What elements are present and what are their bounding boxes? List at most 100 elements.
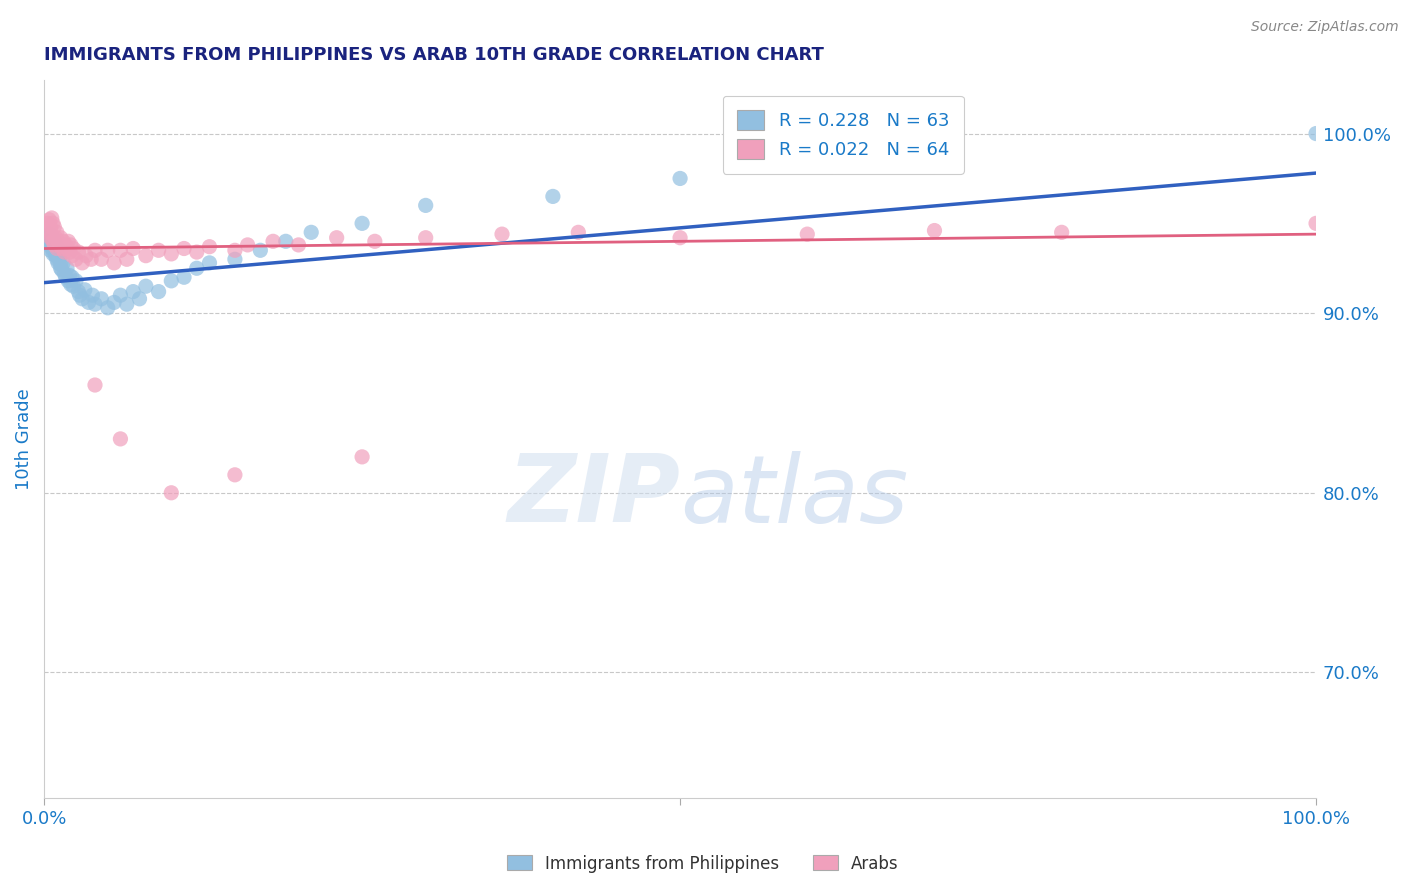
- Point: [39, 231, 62, 245]
- Point: [198, 240, 221, 254]
- Point: [135, 279, 157, 293]
- Point: [55, 270, 77, 285]
- Point: [51, 242, 73, 256]
- Point: [38, 238, 60, 252]
- Point: [45, 242, 67, 256]
- Point: [84, 244, 107, 258]
- Point: [186, 245, 208, 260]
- Point: [75, 249, 97, 263]
- Point: [56, 242, 79, 256]
- Point: [173, 242, 195, 256]
- Point: [41, 211, 63, 225]
- Point: [352, 450, 374, 464]
- Point: [35, 235, 58, 249]
- Point: [115, 252, 138, 267]
- Point: [924, 153, 946, 168]
- Legend: R = 0.228   N = 63, R = 0.022   N = 64: R = 0.228 N = 63, R = 0.022 N = 64: [723, 95, 963, 174]
- Point: [52, 256, 75, 270]
- Point: [65, 252, 87, 267]
- Point: [52, 235, 75, 249]
- Text: IMMIGRANTS FROM PHILIPPINES VS ARAB 10TH GRADE CORRELATION CHART: IMMIGRANTS FROM PHILIPPINES VS ARAB 10TH…: [44, 46, 824, 64]
- Point: [49, 261, 72, 276]
- Point: [44, 235, 66, 249]
- Point: [59, 277, 82, 292]
- Point: [62, 279, 84, 293]
- Point: [56, 261, 79, 276]
- Point: [49, 231, 72, 245]
- Point: [60, 270, 83, 285]
- Point: [90, 292, 112, 306]
- Point: [44, 238, 66, 252]
- Point: [796, 227, 818, 241]
- Point: [42, 247, 65, 261]
- Point: [51, 263, 73, 277]
- Point: [262, 235, 284, 249]
- Point: [236, 238, 259, 252]
- Point: [45, 225, 67, 239]
- Point: [49, 258, 72, 272]
- Point: [59, 238, 82, 252]
- Point: [38, 227, 60, 241]
- Point: [53, 245, 76, 260]
- Point: [274, 235, 297, 249]
- Point: [45, 247, 67, 261]
- Point: [160, 274, 183, 288]
- Point: [37, 216, 59, 230]
- Point: [41, 242, 63, 256]
- Point: [46, 235, 69, 249]
- Point: [65, 274, 87, 288]
- Point: [173, 270, 195, 285]
- Point: [103, 256, 125, 270]
- Point: [48, 238, 70, 252]
- Point: [45, 252, 67, 267]
- Point: [148, 244, 170, 258]
- Point: [45, 244, 67, 258]
- Point: [299, 225, 322, 239]
- Point: [44, 242, 66, 256]
- Point: [128, 292, 150, 306]
- Point: [41, 228, 63, 243]
- Point: [148, 285, 170, 299]
- Point: [122, 242, 145, 256]
- Point: [42, 216, 65, 230]
- Point: [39, 219, 62, 234]
- Point: [97, 244, 120, 258]
- Legend: Immigrants from Philippines, Arabs: Immigrants from Philippines, Arabs: [501, 848, 905, 880]
- Point: [73, 283, 96, 297]
- Text: atlas: atlas: [681, 450, 908, 541]
- Point: [84, 297, 107, 311]
- Point: [42, 238, 65, 252]
- Point: [160, 485, 183, 500]
- Point: [46, 256, 69, 270]
- Point: [67, 245, 90, 260]
- Point: [198, 256, 221, 270]
- Point: [37, 231, 59, 245]
- Point: [135, 249, 157, 263]
- Point: [48, 252, 70, 267]
- Point: [53, 267, 76, 281]
- Point: [669, 231, 692, 245]
- Point: [924, 223, 946, 237]
- Point: [39, 233, 62, 247]
- Point: [46, 249, 69, 263]
- Point: [82, 288, 104, 302]
- Point: [41, 227, 63, 241]
- Point: [287, 238, 309, 252]
- Point: [35, 225, 58, 239]
- Point: [249, 244, 271, 258]
- Point: [186, 261, 208, 276]
- Point: [1305, 127, 1327, 141]
- Point: [62, 242, 84, 256]
- Point: [58, 274, 80, 288]
- Point: [45, 240, 67, 254]
- Point: [80, 252, 103, 267]
- Point: [541, 189, 564, 203]
- Point: [72, 292, 94, 306]
- Point: [45, 231, 67, 245]
- Point: [58, 268, 80, 283]
- Point: [39, 244, 62, 258]
- Point: [38, 212, 60, 227]
- Point: [110, 244, 132, 258]
- Point: [415, 198, 437, 212]
- Point: [122, 285, 145, 299]
